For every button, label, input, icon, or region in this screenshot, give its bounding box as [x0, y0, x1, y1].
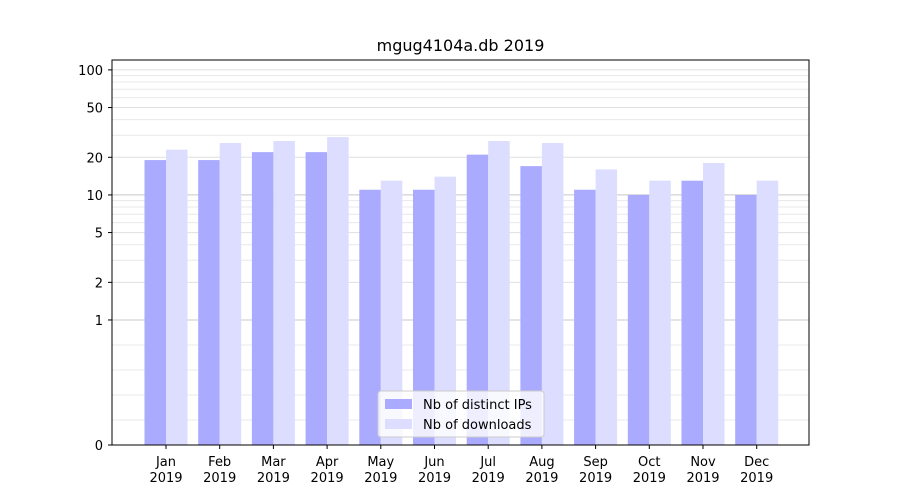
bar-downloads	[756, 180, 779, 445]
x-tick-label: Oct	[638, 455, 660, 470]
bar-distinct-ips	[466, 154, 489, 446]
x-tick-label: 2019	[418, 471, 451, 486]
bar-distinct-ips	[359, 189, 381, 445]
x-tick-label: 2019	[203, 471, 236, 486]
legend-label: Nb of downloads	[423, 418, 532, 433]
bar-downloads	[488, 140, 510, 445]
y-tick-label: 20	[86, 151, 103, 166]
y-axis: 0 1 2 5 10 20 50 100	[78, 64, 112, 454]
x-tick-label: May	[367, 455, 394, 470]
bar-distinct-ips	[574, 189, 596, 445]
x-axis: Jan2019Feb2019Mar2019Apr2019May2019Jun20…	[149, 445, 773, 486]
bar-downloads	[649, 180, 671, 445]
bar-distinct-ips	[305, 152, 328, 445]
x-tick-label: Apr	[316, 455, 339, 470]
plot-frame	[111, 59, 810, 446]
x-tick-label: 2019	[740, 471, 773, 486]
legend-swatch	[385, 419, 412, 429]
y-tick-label: 1	[95, 314, 103, 329]
legend-swatch	[385, 399, 412, 409]
x-tick-label: 2019	[686, 471, 719, 486]
bar-distinct-ips	[627, 194, 650, 445]
x-tick-label: 2019	[579, 471, 612, 486]
bars	[144, 137, 779, 446]
x-tick-label: 2019	[525, 471, 558, 486]
bar-downloads	[703, 163, 725, 445]
y-tick-label: 5	[95, 227, 103, 242]
bar-downloads	[273, 140, 295, 445]
y-tick-label: 100	[78, 64, 103, 79]
y-tick-label: 10	[86, 189, 103, 204]
x-tick-label: 2019	[633, 471, 666, 486]
bar-downloads	[541, 143, 564, 445]
x-tick-label: Sep	[583, 455, 608, 470]
x-tick-label: Nov	[690, 455, 716, 470]
y-tick-label: 0	[95, 439, 103, 454]
y-tick-label: 2	[95, 276, 103, 291]
bar-distinct-ips	[413, 189, 435, 445]
x-tick-label: 2019	[311, 471, 344, 486]
x-tick-label: Aug	[529, 455, 554, 470]
y-tick-label: 50	[86, 102, 103, 117]
bar-downloads	[434, 176, 456, 445]
bar-downloads	[595, 169, 618, 445]
x-tick-label: 2019	[149, 471, 182, 486]
bar-downloads	[380, 180, 403, 445]
bar-distinct-ips	[198, 160, 220, 445]
bar-distinct-ips	[735, 194, 757, 445]
x-tick-label: Jan	[155, 455, 176, 470]
x-tick-label: Jul	[479, 455, 496, 470]
bar-downloads	[219, 143, 242, 445]
bar-distinct-ips	[251, 152, 274, 445]
x-tick-label: 2019	[257, 471, 290, 486]
legend: Nb of distinct IPs Nb of downloads	[377, 390, 545, 438]
x-tick-label: 2019	[472, 471, 505, 486]
legend-label: Nb of distinct IPs	[423, 398, 532, 413]
x-tick-label: Mar	[261, 455, 286, 470]
bar-distinct-ips	[520, 166, 542, 445]
x-tick-label: Feb	[208, 455, 231, 470]
x-tick-label: Dec	[744, 455, 769, 470]
bar-distinct-ips	[144, 160, 166, 445]
legend-frame	[377, 390, 545, 438]
chart-title: mgug4104a.db 2019	[377, 36, 545, 55]
bar-downloads	[166, 149, 188, 446]
bar-downloads	[327, 137, 349, 445]
bar-distinct-ips	[681, 180, 703, 445]
x-tick-label: Jun	[423, 455, 444, 470]
x-tick-label: 2019	[364, 471, 397, 486]
